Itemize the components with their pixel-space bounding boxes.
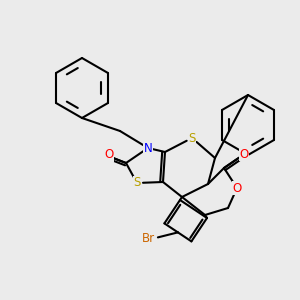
Text: O: O bbox=[104, 148, 114, 161]
Text: O: O bbox=[239, 148, 249, 160]
Text: Br: Br bbox=[142, 232, 155, 245]
Text: O: O bbox=[232, 182, 242, 194]
Text: S: S bbox=[188, 131, 196, 145]
Text: S: S bbox=[133, 176, 141, 190]
Text: N: N bbox=[144, 142, 152, 154]
